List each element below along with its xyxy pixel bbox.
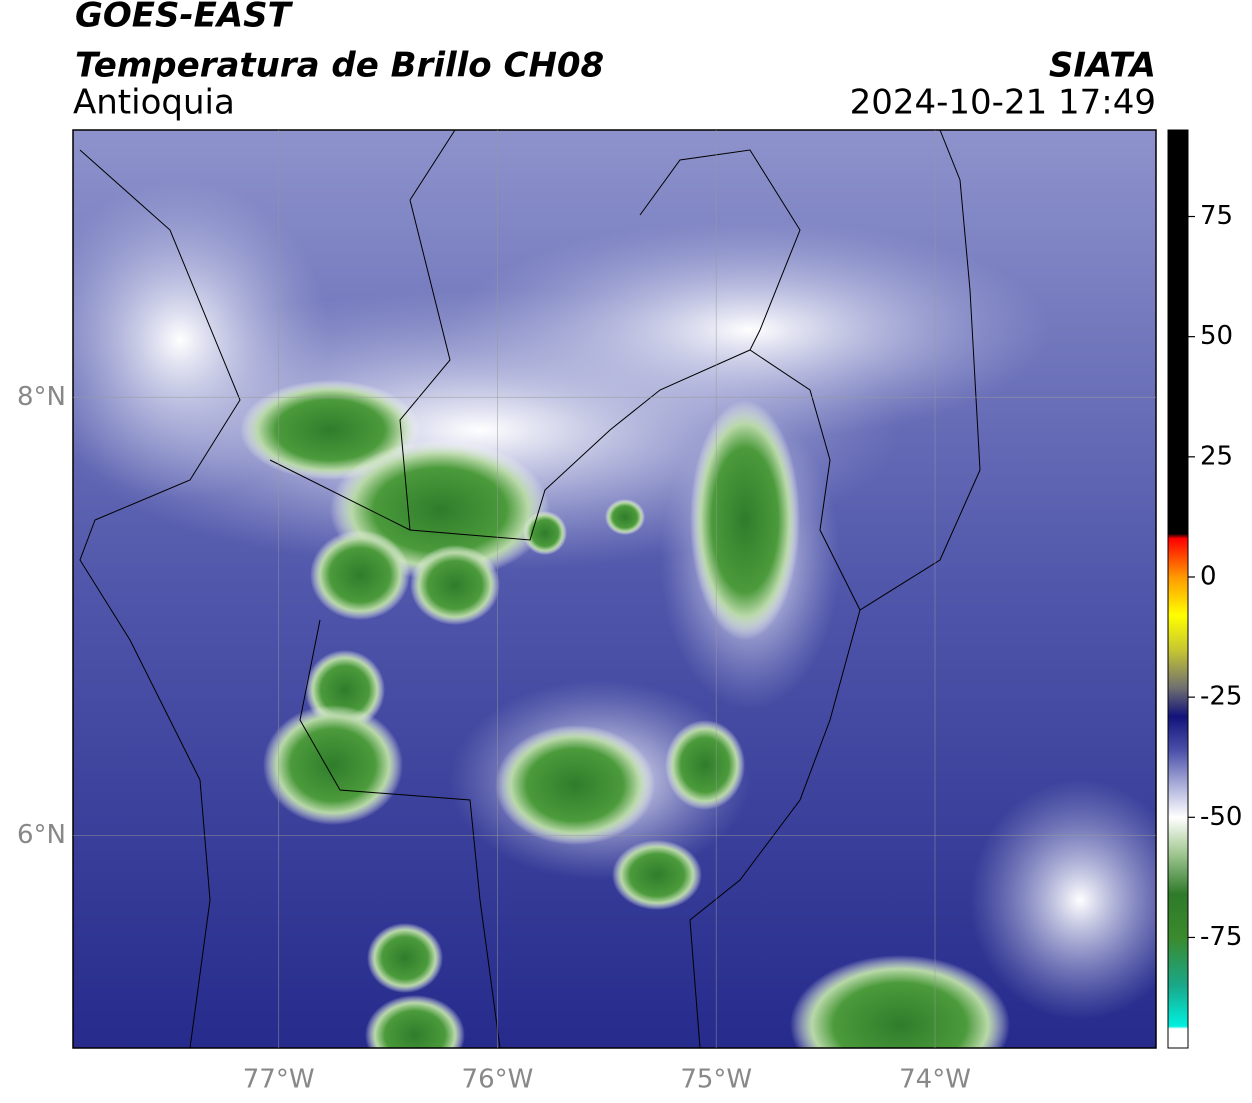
region: Antioquia [73, 83, 235, 123]
colorbar [1167, 129, 1189, 1049]
y-tick-label: 6°N [17, 820, 66, 850]
map-frame [72, 129, 1157, 1049]
convective-cell [263, 705, 403, 825]
datetime: 2024-10-21 17:49 [850, 83, 1156, 123]
colorbar-tick-label: 75 [1200, 201, 1233, 231]
convective-cell [523, 511, 567, 555]
x-tick-label: 76°W [462, 1065, 534, 1095]
x-tick-label: 75°W [680, 1065, 752, 1095]
colorbar-tick-label: -75 [1200, 922, 1242, 952]
convective-cell [690, 400, 800, 640]
subtitle: Temperatura de Brillo CH08 [75, 46, 604, 86]
convective-cell [367, 923, 443, 993]
colorbar-tick-label: -25 [1200, 682, 1242, 712]
x-tick-label: 77°W [243, 1065, 315, 1095]
source: SIATA [1049, 46, 1156, 86]
convective-cell [665, 720, 745, 810]
colorbar-tick-label: -50 [1200, 802, 1242, 832]
convective-cell [495, 725, 655, 845]
colorbar-tick-label: 50 [1200, 321, 1233, 351]
convective-cell [365, 995, 465, 1048]
convective-cell [410, 545, 500, 625]
cloud [970, 780, 1156, 1020]
convective-cell [612, 840, 702, 910]
convective-cell [310, 530, 410, 620]
x-tick-label: 74°W [899, 1065, 971, 1095]
convective-cell [605, 499, 645, 535]
map-image [73, 130, 1156, 1048]
colorbar-tick-label: 0 [1200, 561, 1217, 591]
colorbar-tick-label: 25 [1200, 441, 1233, 471]
y-tick-label: 8°N [17, 382, 66, 412]
borders [79, 130, 981, 1048]
cloud [450, 220, 1050, 440]
title: GOES-EAST [75, 0, 294, 36]
convective-cell [790, 955, 1010, 1048]
